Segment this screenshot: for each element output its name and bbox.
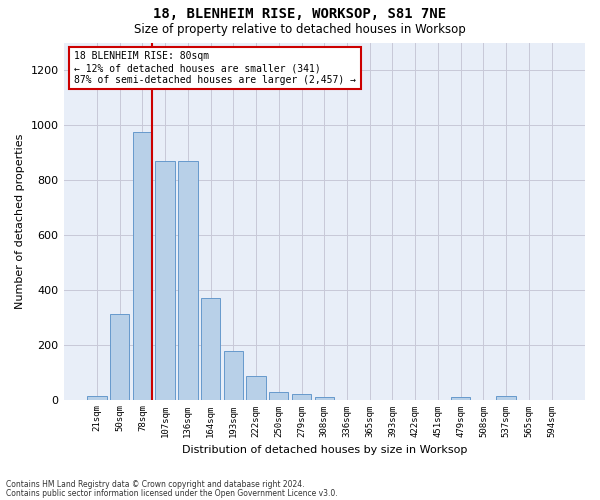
- Bar: [224, 352, 243, 400]
- Bar: [451, 397, 470, 400]
- Bar: [133, 132, 152, 400]
- Text: Contains public sector information licensed under the Open Government Licence v3: Contains public sector information licen…: [6, 488, 338, 498]
- Text: Contains HM Land Registry data © Crown copyright and database right 2024.: Contains HM Land Registry data © Crown c…: [6, 480, 305, 489]
- Bar: [292, 394, 311, 400]
- Text: Size of property relative to detached houses in Worksop: Size of property relative to detached ho…: [134, 22, 466, 36]
- Bar: [110, 314, 130, 400]
- Bar: [201, 298, 220, 400]
- Text: 18, BLENHEIM RISE, WORKSOP, S81 7NE: 18, BLENHEIM RISE, WORKSOP, S81 7NE: [154, 8, 446, 22]
- Bar: [314, 397, 334, 400]
- Bar: [87, 396, 107, 400]
- X-axis label: Distribution of detached houses by size in Worksop: Distribution of detached houses by size …: [182, 445, 467, 455]
- Bar: [269, 392, 289, 400]
- Bar: [247, 376, 266, 400]
- Bar: [496, 396, 516, 400]
- Text: 18 BLENHEIM RISE: 80sqm
← 12% of detached houses are smaller (341)
87% of semi-d: 18 BLENHEIM RISE: 80sqm ← 12% of detache…: [74, 52, 356, 84]
- Bar: [178, 160, 197, 400]
- Y-axis label: Number of detached properties: Number of detached properties: [15, 134, 25, 308]
- Bar: [155, 160, 175, 400]
